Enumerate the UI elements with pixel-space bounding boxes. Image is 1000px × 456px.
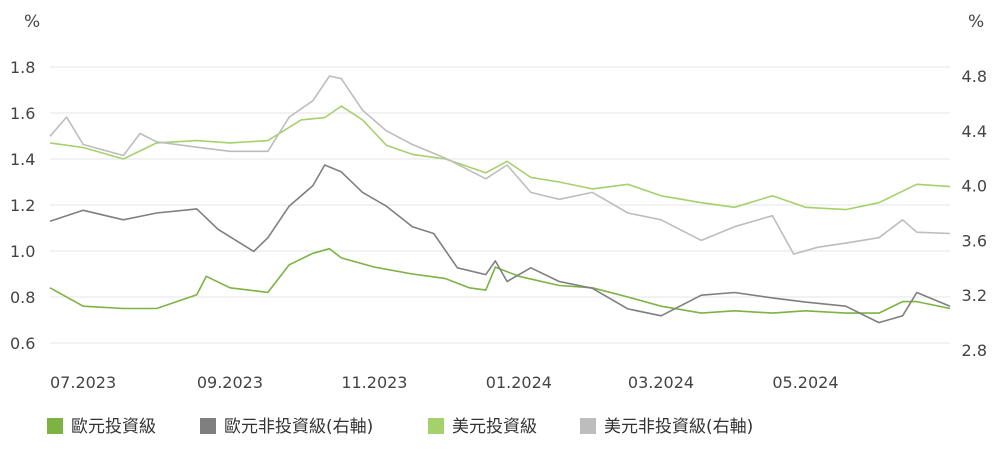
x-tick-label: 11.2023 bbox=[341, 373, 407, 392]
legend-label: 美元非投資級(右軸) bbox=[604, 417, 753, 437]
series-lines bbox=[49, 75, 951, 324]
x-tick-label: 03.2024 bbox=[628, 373, 694, 392]
right-tick-label: 4.8 bbox=[962, 67, 987, 86]
legend-item-0: 歐元投資級 bbox=[47, 417, 156, 437]
x-tick-label: 09.2023 bbox=[197, 373, 263, 392]
legend-item-1: 歐元非投資級(右軸) bbox=[200, 417, 373, 437]
series-line-2 bbox=[49, 105, 951, 211]
right-tick-label: 2.8 bbox=[962, 341, 987, 360]
legend-item-2: 美元投資級 bbox=[428, 417, 537, 437]
legend: 歐元投資級 歐元非投資級(右軸) 美元投資級 美元非投資級(右軸) bbox=[47, 417, 753, 437]
x-tick-label: 07.2023 bbox=[50, 373, 116, 392]
legend-swatch bbox=[428, 418, 444, 434]
left-tick-label: 1.2 bbox=[10, 196, 35, 215]
legend-label: 美元投資級 bbox=[452, 417, 537, 437]
gridlines bbox=[50, 66, 950, 344]
series-line-3 bbox=[49, 75, 951, 255]
legend-item-3: 美元非投資級(右軸) bbox=[580, 417, 753, 437]
series-line-0 bbox=[49, 247, 951, 314]
right-axis-ticks: 2.8 3.2 3.6 4.0 4.4 4.8 bbox=[962, 67, 987, 360]
legend-swatch bbox=[580, 418, 596, 434]
right-tick-label: 3.6 bbox=[962, 231, 987, 250]
left-axis-unit: % bbox=[24, 12, 40, 32]
right-tick-label: 4.4 bbox=[962, 122, 987, 141]
x-tick-label: 01.2024 bbox=[486, 373, 552, 392]
left-tick-label: 1.0 bbox=[10, 242, 35, 261]
x-axis-ticks: 07.2023 09.2023 11.2023 01.2024 03.2024 05.20… bbox=[50, 373, 839, 392]
right-tick-label: 3.2 bbox=[962, 286, 987, 305]
left-tick-label: 1.8 bbox=[10, 58, 35, 77]
left-axis-ticks: 0.6 0.8 1.0 1.2 1.4 1.6 1.8 bbox=[10, 58, 35, 353]
legend-label: 歐元投資級 bbox=[71, 417, 156, 437]
left-tick-label: 1.6 bbox=[10, 104, 35, 123]
legend-label: 歐元非投資級(右軸) bbox=[224, 417, 373, 437]
left-tick-label: 0.8 bbox=[10, 288, 35, 307]
legend-swatch bbox=[200, 418, 216, 434]
legend-swatch bbox=[47, 418, 63, 434]
right-tick-label: 4.0 bbox=[962, 177, 987, 196]
x-tick-label: 05.2024 bbox=[772, 373, 838, 392]
right-axis-unit: % bbox=[968, 12, 984, 32]
series-line-1 bbox=[49, 164, 951, 324]
left-tick-label: 0.6 bbox=[10, 334, 35, 353]
left-tick-label: 1.4 bbox=[10, 150, 35, 169]
